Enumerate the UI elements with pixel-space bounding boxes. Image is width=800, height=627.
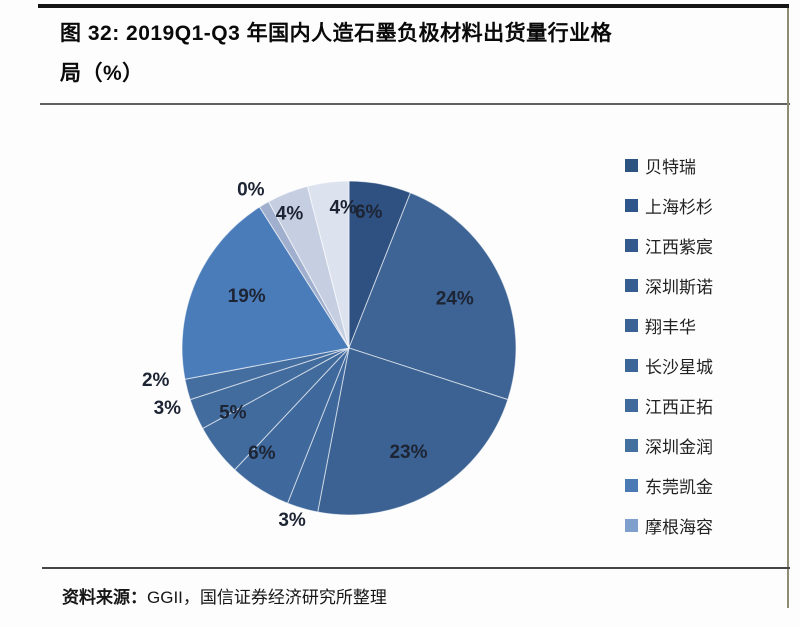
pie-slice-label: 4% [276, 203, 304, 224]
legend-swatch [625, 358, 638, 372]
pie-chart: 6%24%23%3%6%5%3%2%19%0%4% 4% [142, 180, 517, 531]
pie-slice-label: 0% [237, 180, 265, 201]
legend-item: 摩根海容 [625, 505, 785, 545]
source-text: GGII，国信证券经济研究所整理 [147, 588, 387, 607]
legend-item: 东莞凯金 [625, 465, 785, 505]
legend-label: 深圳斯诺 [645, 277, 713, 297]
legend: 贝特瑞上海杉杉江西紫宸深圳斯诺翔丰华长沙星城江西正拓深圳金润东莞凯金摩根海容 [625, 145, 785, 545]
pie-slice-label: 2% [142, 370, 170, 391]
legend-swatch [625, 278, 638, 292]
legend-swatch [625, 438, 638, 452]
pie-slice-label: 23% [389, 442, 427, 463]
figure-title-line2: 局（%） [60, 62, 144, 85]
top-border-line [38, 4, 789, 8]
figure-title-line1: 图 32: 2019Q1-Q3 年国内人造石墨负极材料出货量行业格 [60, 22, 613, 45]
pie-slice-label: 5% [219, 402, 247, 423]
legend-label: 上海杉杉 [645, 197, 713, 217]
pie-slice-label: 6% [248, 443, 276, 464]
pie-slice-label: 4% [329, 198, 357, 219]
legend-label: 江西紫宸 [645, 237, 713, 257]
legend-swatch [625, 478, 638, 492]
legend-swatch [625, 518, 638, 532]
figure-title: 图 32: 2019Q1-Q3 年国内人造石墨负极材料出货量行业格 局（%） [60, 14, 780, 94]
legend-swatch [625, 238, 638, 252]
legend-item: 贝特瑞 [625, 145, 785, 185]
legend-item: 深圳斯诺 [625, 265, 785, 305]
chart-area: 6% 24% 23% 3% 6% 5% 3% 2% 19% 0% 4% 4% [0, 105, 800, 568]
legend-label: 翔丰华 [645, 317, 696, 337]
legend-label: 长沙星城 [645, 357, 713, 377]
source-label: 资料来源： [62, 588, 147, 607]
legend-label: 东莞凯金 [645, 477, 713, 497]
legend-item: 长沙星城 [625, 345, 785, 385]
pie-slice [317, 347, 509, 516]
legend-label: 江西正拓 [645, 397, 713, 417]
footer-separator-line [42, 567, 790, 569]
pie-slice-label: 24% [436, 289, 474, 310]
legend-swatch [625, 198, 638, 212]
source-note: 资料来源：GGII，国信证券经济研究所整理 [62, 583, 387, 608]
legend-swatch [625, 158, 638, 172]
pie-slice-label: 3% [154, 398, 182, 419]
legend-item: 江西正拓 [625, 385, 785, 425]
legend-label: 贝特瑞 [645, 157, 696, 177]
legend-swatch [625, 318, 638, 332]
pie-slice-label: 3% [278, 510, 306, 531]
legend-item: 上海杉杉 [625, 185, 785, 225]
legend-item: 深圳金润 [625, 425, 785, 465]
legend-label: 深圳金润 [645, 437, 713, 457]
pie-slice-label: 19% [228, 286, 266, 307]
legend-swatch [625, 398, 638, 412]
title-separator-line [40, 103, 790, 105]
pie-slice [306, 180, 350, 349]
legend-item: 翔丰华 [625, 305, 785, 345]
pie-slice [348, 192, 517, 401]
pie-slice-label: 6% [355, 202, 383, 223]
legend-item: 江西紫宸 [625, 225, 785, 265]
legend-label: 摩根海容 [645, 517, 713, 537]
right-border-line [787, 8, 789, 608]
pie-slice [181, 206, 350, 380]
